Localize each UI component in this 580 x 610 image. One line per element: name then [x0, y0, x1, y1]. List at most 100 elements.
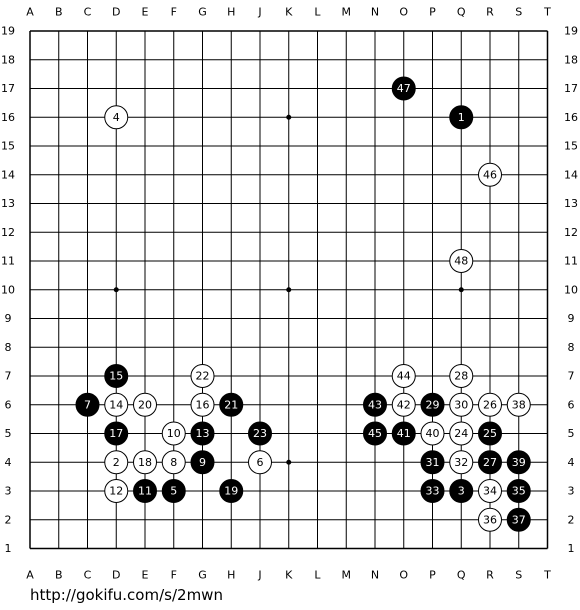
move-number: 13	[196, 427, 210, 440]
star-point	[286, 287, 292, 293]
move-number: 33	[426, 485, 440, 498]
column-label: H	[227, 6, 235, 19]
stone	[104, 392, 129, 417]
stone	[478, 450, 502, 475]
column-label: P	[429, 569, 436, 582]
star-point	[286, 459, 292, 465]
column-label: Q	[457, 569, 466, 582]
move-number: 43	[368, 398, 382, 411]
row-label: 3	[568, 485, 575, 498]
move-number: 44	[397, 370, 411, 383]
stone	[449, 392, 474, 417]
move-number: 9	[199, 456, 206, 469]
star-point	[458, 287, 464, 293]
row-label: 9	[568, 312, 575, 325]
column-label: S	[515, 6, 522, 19]
move-number: 35	[512, 485, 526, 498]
move-number: 4	[113, 111, 120, 124]
column-label: C	[84, 6, 92, 19]
stone	[506, 450, 531, 475]
row-label: 5	[5, 427, 12, 440]
row-label: 17	[564, 82, 578, 95]
stone	[248, 450, 272, 475]
row-label: 12	[564, 226, 578, 239]
stone	[478, 507, 502, 532]
stone	[133, 479, 157, 503]
move-number: 17	[109, 427, 123, 440]
stone	[420, 450, 445, 475]
column-label: M	[342, 6, 352, 19]
stone	[190, 392, 215, 417]
column-label: E	[142, 569, 149, 582]
row-label: 7	[5, 370, 12, 383]
stone	[449, 421, 474, 446]
row-label: 19	[564, 25, 578, 38]
stone	[104, 421, 129, 446]
row-label: 7	[568, 370, 575, 383]
stone	[449, 249, 474, 273]
stone	[104, 479, 129, 503]
move-number: 30	[454, 398, 468, 411]
stone	[420, 479, 445, 503]
row-label: 4	[5, 456, 12, 469]
stone	[506, 507, 531, 532]
column-label: N	[371, 569, 379, 582]
stone	[506, 479, 531, 503]
stone	[420, 421, 445, 446]
stone	[161, 479, 186, 503]
column-label: K	[285, 569, 293, 582]
row-label: 16	[1, 111, 15, 124]
star-point	[113, 287, 119, 293]
stone	[391, 364, 416, 388]
row-label: 18	[564, 53, 578, 66]
row-label: 1	[5, 542, 12, 555]
stone	[161, 421, 186, 446]
column-label: A	[26, 6, 34, 19]
move-number: 26	[483, 398, 497, 411]
row-label: 14	[564, 168, 578, 181]
stone	[104, 105, 129, 130]
stone	[363, 392, 387, 417]
row-label: 2	[5, 513, 12, 526]
stone	[219, 392, 244, 417]
stone	[190, 421, 215, 446]
stone	[391, 392, 416, 417]
stone	[449, 479, 474, 503]
move-number: 27	[483, 456, 497, 469]
column-label: J	[257, 569, 261, 582]
row-label: 8	[5, 341, 12, 354]
stone	[449, 105, 474, 130]
row-label: 1	[568, 542, 575, 555]
row-label: 19	[1, 25, 15, 38]
move-number: 41	[397, 427, 411, 440]
column-label: F	[171, 569, 177, 582]
row-label: 12	[1, 226, 15, 239]
stone	[190, 450, 215, 475]
move-number: 22	[196, 370, 210, 383]
move-number: 15	[109, 370, 123, 383]
stone	[161, 450, 186, 475]
move-number: 42	[397, 398, 411, 411]
row-label: 10	[1, 283, 15, 296]
column-label: S	[515, 569, 522, 582]
row-label: 6	[5, 398, 12, 411]
row-label: 6	[568, 398, 575, 411]
stone	[190, 364, 215, 388]
move-number: 19	[224, 485, 238, 498]
column-label: M	[342, 569, 352, 582]
move-number: 18	[138, 456, 152, 469]
row-label: 13	[564, 197, 578, 210]
move-number: 1	[458, 111, 465, 124]
column-label: L	[314, 6, 321, 19]
column-label: C	[84, 569, 92, 582]
stone	[478, 421, 502, 446]
move-number: 6	[257, 456, 264, 469]
move-number: 28	[454, 370, 468, 383]
column-label: G	[198, 569, 207, 582]
column-label: R	[486, 569, 494, 582]
row-label: 10	[564, 283, 578, 296]
move-number: 48	[454, 255, 468, 268]
column-label: D	[112, 569, 120, 582]
